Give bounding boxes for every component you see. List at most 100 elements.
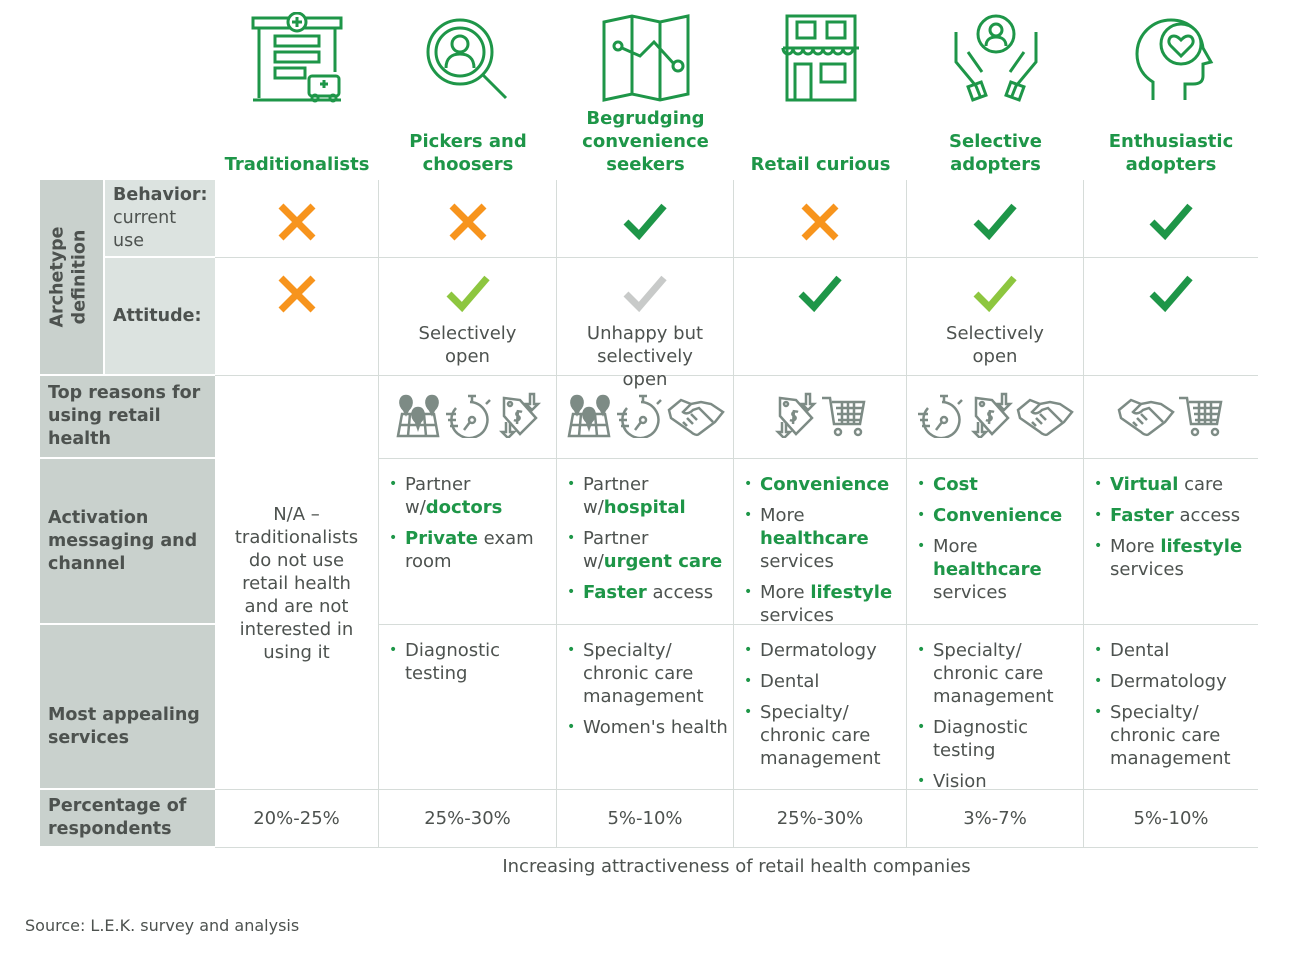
bullet-text: Dental	[760, 671, 820, 692]
bullet-text: Faster	[583, 582, 647, 603]
percentage-value: 3%-7%	[963, 808, 1027, 829]
messaging-cell: ConvenienceMore healthcare servicesMore …	[734, 459, 907, 627]
bullet-list: Virtual careFaster accessMore lifestyle …	[1084, 459, 1258, 581]
reasons-cell	[557, 376, 734, 459]
bullet-text: exam room	[405, 528, 534, 572]
bullet-item: Dental	[1092, 639, 1258, 662]
check-mark-icon	[973, 275, 1017, 313]
bullet-item: Specialty/ chronic care management	[742, 701, 906, 770]
bullet-text: lifestyle	[1160, 536, 1243, 557]
bullet-text: Private	[405, 528, 478, 549]
attitude-cell	[734, 258, 907, 376]
bullet-text: Specialty/ chronic care management	[760, 702, 881, 769]
column-title: Selective adopters	[949, 131, 1042, 175]
bullet-text: More	[760, 582, 811, 603]
x-mark-icon	[801, 203, 839, 241]
percentage-value: 5%-10%	[1133, 808, 1209, 829]
bullet-text: access	[646, 582, 714, 603]
bullet-item: Diagnostic testing	[387, 639, 556, 685]
bullet-item: Dermatology	[1092, 670, 1258, 693]
reasons-cell	[907, 376, 1084, 459]
bullet-text: Dermatology	[760, 640, 877, 661]
percentage-cell: 25%-30%	[734, 790, 907, 848]
price-tag-icon	[968, 392, 1014, 442]
attitude-text: Selectively open	[418, 323, 517, 367]
bullet-item: Dermatology	[742, 639, 906, 662]
bullet-text: Partner w/	[583, 474, 649, 518]
bullet-text: services	[1110, 559, 1184, 580]
messaging-cell: Virtual careFaster accessMore lifestyle …	[1084, 459, 1258, 625]
bullet-item: Convenience	[915, 504, 1083, 527]
check-mark-icon	[623, 203, 667, 241]
bullet-item: Private exam room	[387, 527, 556, 573]
column-title: Begrudging convenience seekers	[582, 108, 709, 175]
percentage-value: 25%-30%	[424, 808, 511, 829]
behavior-cell	[734, 180, 907, 258]
bullet-text: Convenience	[933, 505, 1063, 526]
footer-axis-label: Increasing attractiveness of retail heal…	[502, 856, 971, 877]
percentage-cell: 3%-7%	[907, 790, 1084, 848]
percentage-value: 5%-10%	[607, 808, 683, 829]
bullet-item: Partner w/doctors	[387, 473, 556, 519]
bullet-text: hospital	[603, 497, 686, 518]
bullet-text: Specialty/ chronic care management	[933, 640, 1054, 707]
bullet-item: More healthcare services	[742, 504, 906, 573]
bullet-item: More lifestyle services	[1092, 535, 1258, 581]
archetype-label: Archetype definition	[47, 226, 90, 328]
behavior-sub: current use	[113, 207, 177, 251]
map-pins-icon	[565, 392, 613, 442]
messaging-label: Activation messaging and channel	[48, 507, 198, 574]
check-mark-icon	[446, 275, 490, 313]
bullet-item: Specialty/ chronic care management	[1092, 701, 1258, 770]
na-cell: N/A – traditionalists do not use retail …	[215, 376, 379, 790]
bullet-list: ConvenienceMore healthcare servicesMore …	[734, 459, 906, 627]
x-mark-icon	[449, 203, 486, 241]
bullet-item: Women's health	[565, 716, 733, 739]
bullet-list: Dermatology Dental Specialty/ chronic care…	[734, 625, 906, 770]
percentage-value: 20%-25%	[253, 808, 340, 829]
reasons-cell	[379, 376, 557, 459]
bullet-list: Specialty/ chronic care management Women'…	[557, 625, 733, 739]
bullet-text: Vision	[933, 771, 987, 792]
check-mark-icon	[1149, 203, 1193, 241]
bullet-text: Faster	[1110, 505, 1174, 526]
bullet-text: More	[1110, 536, 1161, 557]
x-mark-icon	[278, 275, 315, 313]
services-cell: Dental Dermatology Specialty/ chronic care…	[1084, 625, 1258, 790]
handshake-icon	[667, 392, 725, 442]
column-header: Enthusiastic adopters	[1084, 0, 1258, 180]
bullet-list: Cost Convenience More healthcare services	[907, 459, 1083, 604]
bullet-item: More healthcare services	[915, 535, 1083, 604]
attitude-cell: Unhappy but selectively open	[557, 258, 734, 390]
head-heart-icon	[1123, 0, 1219, 108]
source-note: Source: L.E.K. survey and analysis	[25, 916, 300, 935]
bullet-text: Cost	[933, 474, 978, 495]
column-header: Begrudging convenience seekers	[557, 0, 734, 180]
attitude-cell: Selectively open	[379, 258, 557, 376]
check-mark-icon	[1149, 275, 1193, 313]
bullet-item: Faster access	[1092, 504, 1258, 527]
column-header: Selective adopters	[907, 0, 1084, 180]
bullet-text: Diagnostic testing	[933, 717, 1029, 761]
row-group-archetype: Archetype definition	[40, 180, 103, 376]
stopwatch-icon	[916, 392, 966, 442]
bullet-text: Specialty/ chronic care management	[1110, 702, 1231, 769]
bullet-text: healthcare	[760, 528, 869, 549]
bullet-text: services	[933, 582, 1007, 603]
services-cell: Specialty/ chronic care management Women'…	[557, 625, 734, 790]
folded-map-icon	[598, 0, 694, 108]
column-title: Traditionalists	[224, 154, 370, 175]
bullet-item: More lifestyle services	[742, 581, 906, 627]
services-cell: Diagnostic testing	[379, 625, 557, 790]
x-mark-icon	[278, 203, 315, 241]
bullet-list: Specialty/ chronic care management Diagno…	[907, 625, 1083, 793]
bullet-text: Diagnostic testing	[405, 640, 501, 684]
price-tag-icon	[772, 392, 818, 442]
messaging-cell: Cost Convenience More healthcare services	[907, 459, 1084, 625]
bullet-item: Faster access	[565, 581, 733, 604]
shopping-cart-icon	[1177, 392, 1225, 442]
storefront-icon	[773, 0, 869, 108]
bullet-text: More	[933, 536, 978, 557]
bullet-text: Dermatology	[1110, 671, 1227, 692]
check-mark-icon	[973, 203, 1017, 241]
